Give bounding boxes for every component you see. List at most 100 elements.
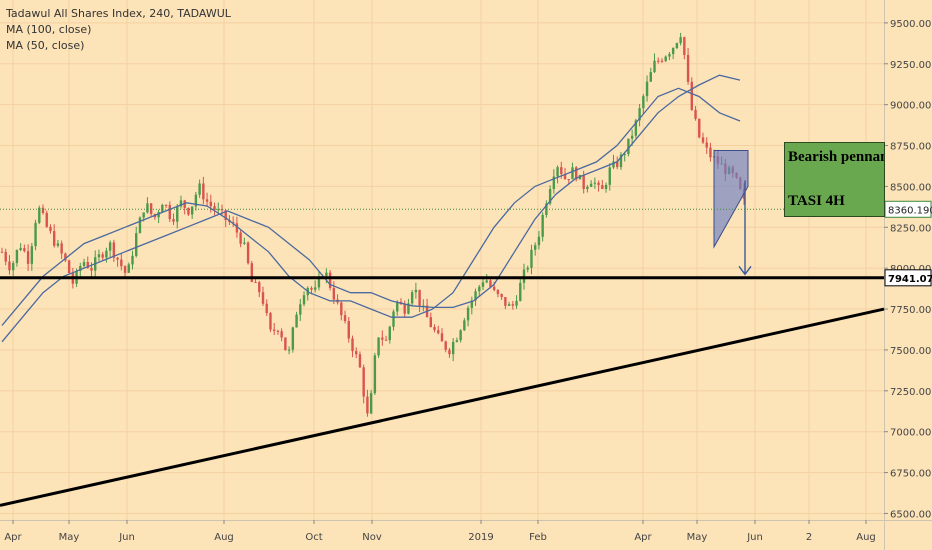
candle-body <box>179 200 183 207</box>
price-label-text: 8360.190 <box>888 205 932 216</box>
candle-body <box>530 249 533 268</box>
candle-body <box>30 246 34 264</box>
candle-body <box>642 96 645 109</box>
candle <box>653 53 656 73</box>
candle <box>205 192 209 207</box>
candle-body <box>19 248 22 250</box>
candle-body <box>138 217 142 234</box>
candle <box>638 104 641 127</box>
candle <box>459 329 462 343</box>
candle-body <box>127 264 130 273</box>
candle <box>220 204 224 217</box>
candle-body <box>589 183 593 187</box>
candle-body <box>231 222 235 224</box>
pennant-arrow-head <box>738 265 752 276</box>
candle <box>686 47 690 85</box>
candle-body <box>481 282 485 287</box>
candle-body <box>649 72 652 82</box>
candle <box>287 346 291 355</box>
candle <box>8 255 11 275</box>
candle-body <box>384 339 388 341</box>
legend-ma-100[interactable]: MA (100, close) <box>6 23 92 36</box>
y-tick-label: 8750.000 <box>890 142 932 153</box>
candle <box>265 299 268 317</box>
candle <box>261 286 265 307</box>
candle <box>366 389 369 417</box>
candle <box>15 249 19 267</box>
candle <box>664 55 667 63</box>
candle-body <box>101 254 104 258</box>
candle-body <box>217 209 220 211</box>
candle <box>407 298 410 315</box>
candle <box>56 239 60 248</box>
candle-body <box>451 341 455 355</box>
candle-body <box>440 333 444 342</box>
candle <box>355 347 358 359</box>
candle-body <box>213 206 216 211</box>
candle <box>466 305 470 327</box>
candle-body <box>90 267 93 271</box>
candle-body <box>314 287 317 290</box>
candle-body <box>504 297 507 306</box>
candle-body <box>418 289 421 306</box>
x-tick-label: May <box>687 532 708 543</box>
candle <box>45 210 48 228</box>
candle-body <box>630 135 634 139</box>
candle <box>474 288 477 306</box>
candle <box>127 262 130 274</box>
legend-ma-50[interactable]: MA (50, close) <box>6 39 85 52</box>
support-price-label: 7941.079 <box>884 269 932 287</box>
candle <box>649 67 652 82</box>
candle-body <box>243 242 246 244</box>
candle-body <box>448 349 451 355</box>
candle <box>183 199 186 215</box>
candle-body <box>187 207 190 215</box>
candle <box>384 335 388 341</box>
candle-body <box>698 118 701 138</box>
candle <box>671 47 675 60</box>
candle <box>67 259 71 274</box>
candle <box>239 229 242 248</box>
candle <box>608 163 611 191</box>
candle-body <box>272 329 276 331</box>
candle-body <box>396 301 399 312</box>
candle-body <box>668 54 671 57</box>
candle <box>604 182 608 193</box>
candle <box>616 156 619 170</box>
candle <box>209 194 213 213</box>
candle-body <box>619 154 623 168</box>
candle-body <box>552 176 556 190</box>
candle <box>164 204 168 208</box>
candle-body <box>116 257 119 260</box>
candle-body <box>623 154 626 156</box>
candle <box>593 177 597 189</box>
candle <box>258 280 261 298</box>
annotation-box[interactable]: Bearish pennant TASI 4H <box>784 142 885 217</box>
price-label-text: 7941.079 <box>888 274 932 285</box>
candle <box>340 301 343 321</box>
candle-body <box>328 272 332 288</box>
candle <box>269 311 272 333</box>
candle-body <box>235 223 239 233</box>
candle <box>243 237 246 245</box>
price-label-box <box>884 200 932 218</box>
candle-body <box>627 138 630 155</box>
candle-body <box>67 260 71 274</box>
candle-body <box>172 219 175 222</box>
candle-body <box>295 314 298 328</box>
candle-body <box>407 303 410 314</box>
y-tick-label: 6750.000 <box>890 469 932 480</box>
candle <box>112 239 116 262</box>
candle-body <box>414 289 418 293</box>
candle-body <box>239 232 242 244</box>
candle <box>515 295 518 309</box>
candle <box>381 330 384 346</box>
candle-body <box>616 161 619 168</box>
x-tick-label: 2 <box>806 532 812 543</box>
candle <box>149 202 153 217</box>
candle <box>541 212 544 242</box>
candle <box>410 289 414 307</box>
candle-body <box>194 194 198 207</box>
candle-body <box>485 280 488 283</box>
